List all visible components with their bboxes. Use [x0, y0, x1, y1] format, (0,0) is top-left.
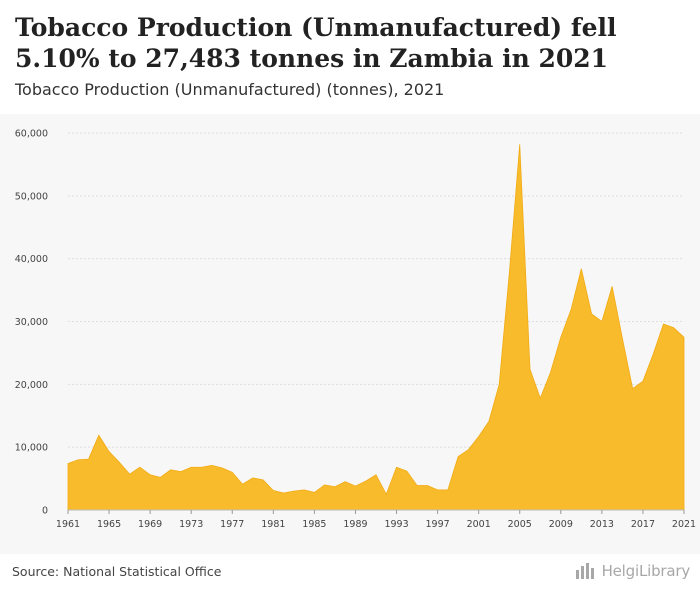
data-point	[334, 486, 336, 488]
x-tick-label: 1985	[302, 519, 326, 530]
x-tick-label: 1973	[179, 519, 203, 530]
y-tick-label: 10,000	[15, 443, 48, 454]
chart-subtitle: Tobacco Production (Unmanufactured) (ton…	[15, 80, 445, 99]
data-point	[549, 371, 551, 373]
x-tick-label: 2005	[508, 519, 532, 530]
data-point	[67, 462, 69, 464]
data-point	[590, 313, 592, 315]
data-point	[498, 383, 500, 385]
x-tick-label: 1993	[384, 519, 408, 530]
data-point	[529, 368, 531, 370]
chart-area: 0 10,000 20,000 30,000 40,000 50,000 60,000 196…	[0, 114, 700, 554]
data-point	[436, 489, 438, 491]
data-point	[457, 455, 459, 457]
production-area	[67, 144, 685, 511]
data-point	[683, 336, 685, 338]
data-point	[159, 476, 161, 478]
data-point	[642, 380, 644, 382]
page-title: Tobacco Production (Unmanufactured) fell…	[15, 13, 617, 73]
data-point	[139, 466, 141, 468]
y-tick-label: 0	[42, 506, 48, 517]
x-tick-label: 1965	[97, 519, 121, 530]
footer: Source: National Statistical Office Helg…	[0, 554, 700, 596]
data-point	[519, 143, 521, 145]
x-tick-label: 2009	[549, 519, 573, 530]
x-tick-label: 2017	[631, 519, 655, 530]
x-tick-label: 1989	[343, 519, 367, 530]
data-point	[447, 489, 449, 491]
data-point	[539, 397, 541, 399]
data-point	[221, 467, 223, 469]
data-point	[252, 477, 254, 479]
data-point	[467, 448, 469, 450]
data-point	[108, 450, 110, 452]
data-point	[344, 481, 346, 483]
data-point	[128, 473, 130, 475]
data-point	[395, 466, 397, 468]
data-point	[508, 270, 510, 272]
data-point	[241, 483, 243, 485]
data-point	[190, 466, 192, 468]
header: Tobacco Production (Unmanufactured) fell…	[0, 0, 700, 114]
data-point	[375, 474, 377, 476]
data-point	[354, 485, 356, 487]
data-point	[149, 474, 151, 476]
data-point	[570, 308, 572, 310]
data-point	[272, 489, 274, 491]
y-tick-label: 50,000	[15, 191, 48, 202]
data-point	[77, 459, 79, 461]
data-point	[426, 484, 428, 486]
data-point	[601, 320, 603, 322]
x-tick-label: 1997	[426, 519, 450, 530]
data-point	[180, 470, 182, 472]
data-point	[87, 458, 89, 460]
data-point	[200, 466, 202, 468]
y-tick-label: 40,000	[15, 254, 48, 265]
data-point	[262, 479, 264, 481]
source-text: Source: National Statistical Office	[12, 564, 222, 579]
data-point	[385, 493, 387, 495]
data-point	[631, 388, 633, 390]
data-point	[560, 336, 562, 338]
data-point	[169, 469, 171, 471]
x-tick-label: 1981	[261, 519, 285, 530]
x-tick-label: 2013	[590, 519, 614, 530]
data-point	[231, 471, 233, 473]
y-tick-label: 60,000	[15, 129, 48, 140]
data-point	[118, 461, 120, 463]
y-tick-label: 30,000	[15, 317, 48, 328]
x-tick-label: 1961	[56, 519, 80, 530]
data-point	[282, 492, 284, 494]
data-point	[416, 484, 418, 486]
area-chart: 0 10,000 20,000 30,000 40,000 50,000 60,000 196…	[15, 129, 696, 531]
data-point	[323, 484, 325, 486]
data-point	[673, 327, 675, 329]
data-point	[611, 285, 613, 287]
data-point	[211, 464, 213, 466]
data-point	[488, 420, 490, 422]
data-point	[662, 323, 664, 325]
bar-chart-icon	[575, 563, 594, 579]
y-tick-label: 20,000	[15, 380, 48, 391]
data-point	[293, 490, 295, 492]
data-point	[652, 353, 654, 355]
x-tick-label: 1977	[220, 519, 244, 530]
data-point	[313, 491, 315, 493]
data-point	[98, 434, 100, 436]
data-point	[303, 489, 305, 491]
data-point	[477, 435, 479, 437]
helgilibrary-logo[interactable]: HelgiLibrary	[575, 562, 690, 580]
data-point	[621, 337, 623, 339]
x-tick-label: 2001	[467, 519, 491, 530]
x-tick-label: 1969	[138, 519, 162, 530]
data-point	[406, 470, 408, 472]
data-point	[365, 480, 367, 482]
data-point	[580, 268, 582, 270]
x-tick-label: 2021	[672, 519, 696, 530]
logo-text: HelgiLibrary	[601, 562, 691, 580]
